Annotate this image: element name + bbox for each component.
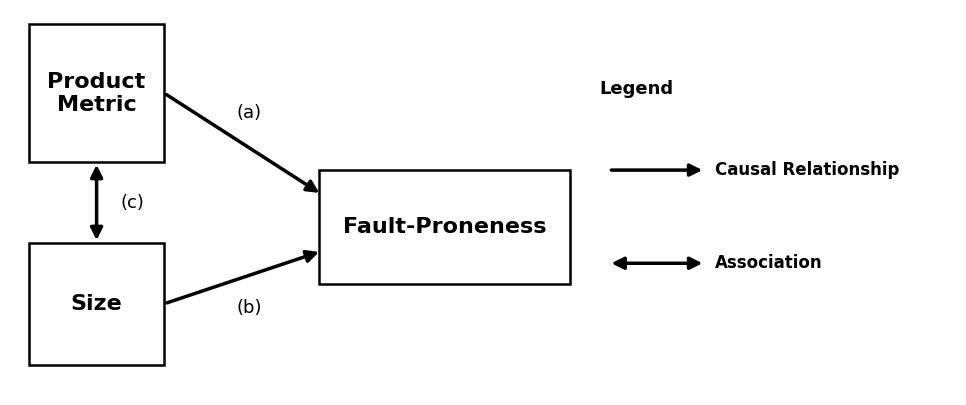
Text: (a): (a) bbox=[237, 104, 262, 122]
FancyBboxPatch shape bbox=[29, 243, 164, 364]
Text: Association: Association bbox=[715, 254, 822, 272]
Text: Legend: Legend bbox=[599, 80, 673, 98]
Text: (b): (b) bbox=[237, 299, 262, 317]
Text: (c): (c) bbox=[121, 194, 145, 211]
Text: Size: Size bbox=[71, 294, 123, 314]
Text: Fault-Proneness: Fault-Proneness bbox=[343, 217, 546, 237]
Text: Product
Metric: Product Metric bbox=[47, 72, 146, 115]
FancyBboxPatch shape bbox=[319, 170, 570, 284]
Text: Causal Relationship: Causal Relationship bbox=[715, 161, 899, 179]
FancyBboxPatch shape bbox=[29, 24, 164, 162]
